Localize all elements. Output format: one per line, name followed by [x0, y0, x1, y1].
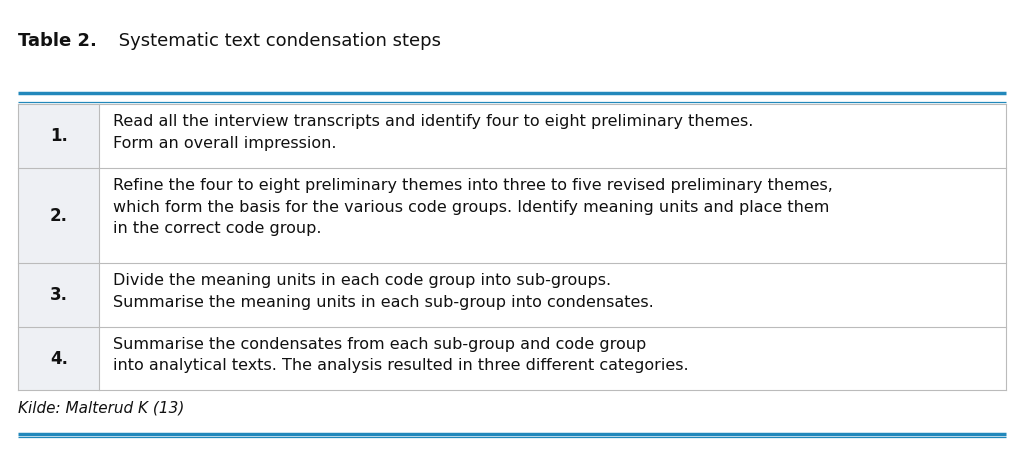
Bar	[18, 104, 99, 168]
Text: 2.: 2.	[50, 207, 68, 225]
Text: Kilde: Malterud K (13): Kilde: Malterud K (13)	[18, 400, 184, 415]
Text: 4.: 4.	[50, 350, 68, 368]
Text: Divide the meaning units in each code group into sub-groups.
Summarise the meani: Divide the meaning units in each code gr…	[113, 273, 653, 310]
Text: 1.: 1.	[50, 127, 68, 145]
Bar	[18, 327, 99, 390]
Text: Table 2.: Table 2.	[18, 32, 97, 50]
Text: Summarise the condensates from each sub-group and code group
into analytical tex: Summarise the condensates from each sub-…	[113, 337, 688, 374]
Text: Systematic text condensation steps: Systematic text condensation steps	[113, 32, 440, 50]
Bar	[18, 263, 99, 327]
Text: Refine the four to eight preliminary themes into three to five revised prelimina: Refine the four to eight preliminary the…	[113, 178, 833, 236]
Bar	[18, 168, 99, 263]
Text: 3.: 3.	[50, 286, 68, 304]
Text: Read all the interview transcripts and identify four to eight preliminary themes: Read all the interview transcripts and i…	[113, 114, 753, 151]
